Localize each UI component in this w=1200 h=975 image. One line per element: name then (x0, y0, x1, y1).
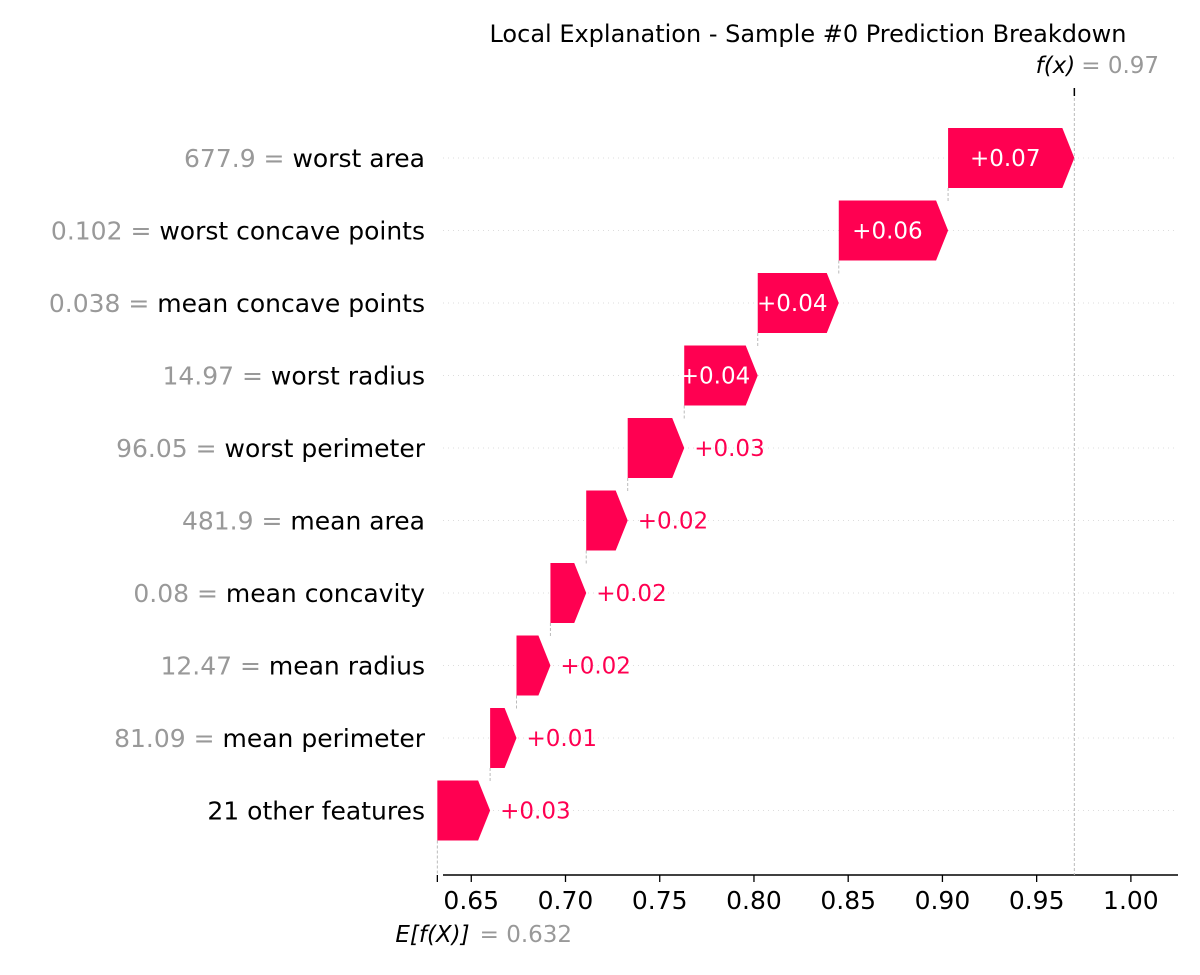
bar-label: +0.04 (680, 364, 750, 390)
chart-title: Local Explanation - Sample #0 Prediction… (489, 20, 1126, 48)
output-value: = 0.97 (1081, 53, 1159, 79)
feature-label: 81.09 = mean perimeter (114, 724, 426, 753)
base-value: = 0.632 (480, 922, 572, 948)
x-tick-label: 1.00 (1103, 886, 1159, 915)
feature-value: 0.08 = (133, 579, 226, 608)
x-axis: 0.65 0.70 0.75 0.80 0.85 0.90 0.95 1.00 (443, 874, 1178, 915)
base-name: E[f(X)] (395, 922, 469, 948)
feature-name: mean radius (269, 652, 425, 681)
feature-name: mean perimeter (222, 724, 425, 753)
feature-label: 677.9 = worst area (184, 144, 425, 173)
x-tick-label: 0.75 (632, 886, 688, 915)
x-tick-label: 0.95 (1009, 886, 1065, 915)
feature-value: 14.97 = (163, 362, 271, 391)
bar (838, 200, 949, 261)
feature-label: 0.08 = mean concavity (133, 579, 425, 608)
feature-labels: 677.9 = worst area 0.102 = worst concave … (49, 144, 426, 826)
feature-name: worst radius (271, 362, 425, 391)
feature-label: 96.05 = worst perimeter (116, 434, 426, 463)
bar-label: +0.07 (970, 146, 1040, 172)
feature-label: 0.102 = worst concave points (51, 217, 425, 246)
feature-label: 12.47 = mean radius (160, 652, 425, 681)
bar (627, 418, 685, 478)
x-tick-label: 0.65 (443, 886, 499, 915)
feature-name: mean concave points (157, 289, 425, 318)
bar-label: +0.03 (500, 799, 570, 825)
bar (490, 708, 517, 768)
bar-label: +0.03 (694, 436, 764, 462)
bar-label: +0.02 (596, 581, 666, 607)
x-tick-label: 0.90 (915, 886, 971, 915)
feature-label: 21 other features (207, 797, 425, 826)
feature-name: worst concave points (159, 217, 425, 246)
bar-label: +0.02 (560, 654, 630, 680)
feature-label: 14.97 = worst radius (163, 362, 426, 391)
feature-value: 12.47 = (160, 652, 268, 681)
output-marker: f(x) = 0.97 (1036, 53, 1159, 875)
row-guides (443, 157, 1178, 811)
base-marker: E[f(X)] = 0.632 (395, 875, 572, 948)
feature-name: worst perimeter (225, 434, 426, 463)
feature-name: worst area (292, 144, 425, 173)
x-tick-label: 0.70 (538, 886, 594, 915)
feature-value: 81.09 = (114, 724, 222, 753)
feature-value: 96.05 = (116, 434, 224, 463)
feature-name: mean area (290, 507, 425, 536)
bars-group: +0.07 +0.06 +0.04 +0.04 +0.03 +0.02 +0.02 +0.02… (437, 128, 1075, 841)
bar (586, 490, 628, 551)
feature-value: 0.038 = (49, 289, 157, 318)
bar-label: +0.06 (852, 219, 922, 245)
feature-name: mean concavity (226, 579, 425, 608)
bar (684, 345, 758, 406)
feature-label: 481.9 = mean area (182, 507, 425, 536)
output-name: f(x) (1036, 53, 1076, 79)
bar-connectors (436, 188, 949, 875)
bar (516, 635, 551, 696)
base-label: E[f(X)] = 0.632 (395, 922, 572, 948)
bar-label: +0.04 (757, 291, 827, 317)
bar-label: +0.02 (638, 509, 708, 535)
bar (757, 273, 839, 333)
bar (437, 780, 491, 841)
feature-value: 481.9 = (182, 507, 290, 536)
x-tick-label: 0.80 (726, 886, 782, 915)
feature-name: 21 other features (207, 797, 425, 826)
bar-label: +0.01 (527, 726, 597, 752)
x-tick-label: 0.85 (820, 886, 876, 915)
feature-value: 677.9 = (184, 144, 292, 173)
bar (948, 128, 1075, 188)
feature-label: 0.038 = mean concave points (49, 289, 425, 318)
output-label: f(x) = 0.97 (1036, 53, 1159, 79)
feature-value: 0.102 = (51, 217, 159, 246)
bar (550, 563, 587, 623)
